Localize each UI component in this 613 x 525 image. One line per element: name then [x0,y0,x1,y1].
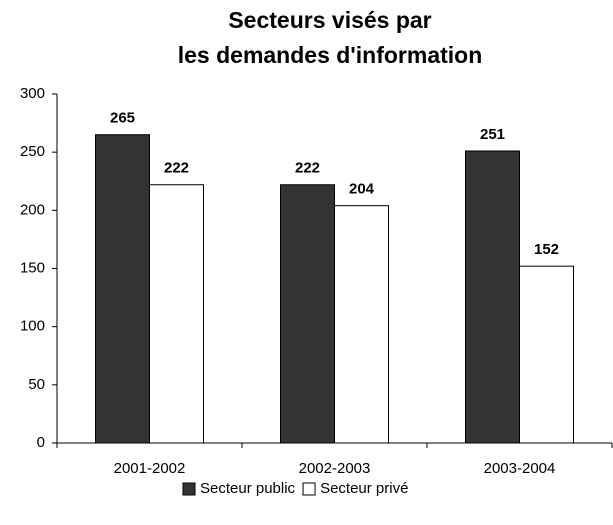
legend-label: Secteur public [200,480,296,497]
value-label: 204 [349,181,375,198]
y-tick-label: 50 [28,376,45,393]
x-tick-label: 2002-2003 [299,460,371,477]
y-tick-label: 200 [20,201,45,218]
bar [465,150,520,444]
y-tick-label: 150 [20,259,45,276]
legend-swatch [182,482,196,496]
x-tick-label: 2003-2004 [484,460,556,477]
value-label: 222 [295,160,320,177]
x-tick-label: 2001-2002 [114,460,186,477]
bar [280,184,335,444]
value-label: 251 [480,126,505,143]
chart-title: les demandes d'information [178,42,483,68]
bar [519,265,574,444]
chart-title: Secteurs visés par [228,7,431,33]
y-tick-label: 0 [37,434,45,451]
legend-label: Secteur privé [320,480,408,497]
legend-swatch [302,482,316,496]
value-label: 152 [534,241,559,258]
bar [95,134,150,444]
value-label: 222 [164,160,189,177]
value-label: 265 [110,110,135,127]
bar [334,205,389,444]
bar [149,184,204,444]
y-tick-label: 100 [20,318,45,335]
y-tick-label: 300 [20,85,45,102]
y-tick-label: 250 [20,143,45,160]
